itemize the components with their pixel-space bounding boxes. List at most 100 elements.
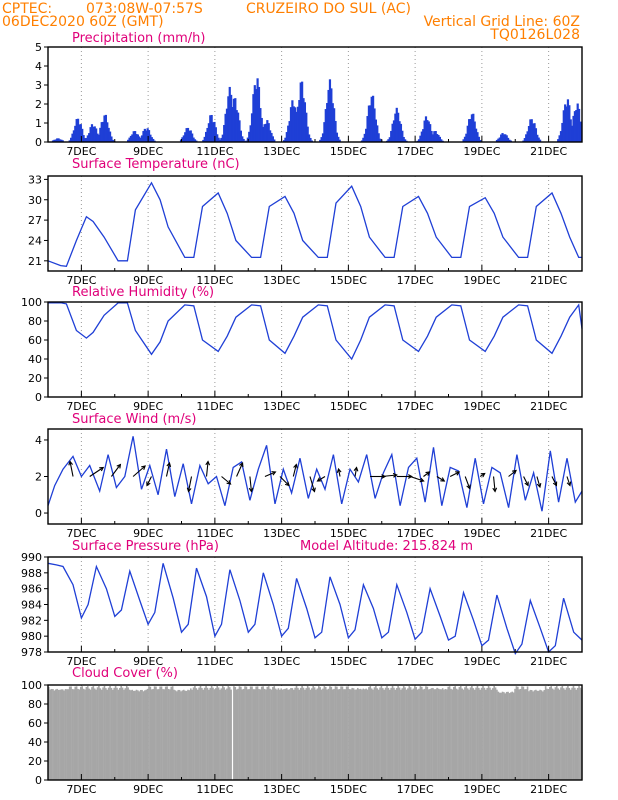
cloud-bar [554, 687, 557, 780]
cloud-bar [344, 689, 347, 780]
precip-bar [500, 134, 503, 142]
precip-bar [533, 123, 536, 142]
precip-bar [189, 130, 192, 142]
precip-bar [378, 138, 382, 142]
cloud-bar [234, 686, 237, 780]
cloud-bar [288, 689, 291, 780]
cloud-bar [174, 690, 177, 780]
cloud-bar [149, 686, 152, 780]
cloud-bar [139, 689, 142, 780]
cloud-bar [393, 687, 395, 780]
cloud-bar [233, 686, 235, 780]
cloud-bar [382, 688, 384, 780]
precip-bar [81, 128, 84, 142]
cloud-bar [259, 689, 262, 780]
y-tick-label: 4 [35, 60, 42, 73]
cloud-bar [202, 689, 205, 780]
cloud-bar [436, 687, 438, 780]
precip-bar [237, 112, 240, 142]
cloud-bar [352, 688, 355, 780]
cloud-bar [457, 689, 459, 780]
precip-bar [262, 126, 265, 142]
wind-arrow [165, 462, 171, 477]
precip-bar [92, 126, 95, 142]
precip-bar [182, 135, 185, 142]
cloud-bar [270, 689, 273, 780]
wind-arrow-head [536, 482, 542, 489]
precip-bar [295, 111, 298, 142]
precip-bar [146, 128, 149, 142]
y-tick-label: 100 [21, 679, 42, 692]
cloud-bar [464, 687, 466, 780]
cloud-bar [432, 687, 434, 780]
cloud-bar [375, 686, 377, 780]
cloud-bar [485, 689, 487, 780]
cloud-bar [356, 687, 359, 780]
cloud-bar [555, 686, 558, 780]
precip-bar [191, 133, 194, 142]
cloud-bar [157, 689, 160, 780]
y-tick-label: 30 [28, 194, 42, 207]
precip-bar [291, 100, 294, 142]
precip-bar [90, 124, 94, 142]
precip-bar [138, 136, 141, 142]
precip-bar [573, 111, 577, 142]
cloud-bar [338, 689, 341, 780]
precip-bar [135, 134, 138, 142]
precip-bar [192, 137, 195, 142]
wind-arrow [89, 467, 104, 477]
cloud-bar [395, 688, 398, 780]
y-tick-label: 80 [28, 698, 42, 711]
x-tick-label: 9DEC [133, 400, 163, 413]
cloud-bar [450, 688, 452, 780]
cloud-bar [102, 687, 104, 780]
cloud-bar [366, 689, 369, 780]
cloud-bar [329, 686, 331, 780]
precip-bar [61, 140, 64, 142]
precip-bar [479, 140, 482, 142]
precip-bar [248, 131, 251, 142]
wind-arrow [354, 467, 358, 477]
cloud-bar [565, 687, 568, 780]
precip-bar [438, 136, 442, 142]
precip-bar [565, 106, 568, 142]
cloud-bar [98, 686, 100, 780]
cloud-bar [420, 686, 423, 780]
y-tick-label: 988 [21, 567, 42, 580]
precip-bar [127, 139, 130, 142]
cloud-bar [447, 686, 450, 780]
x-tick-label: 17DEC [397, 783, 434, 796]
precip-bar [57, 138, 60, 142]
precip-bar [74, 125, 77, 142]
cloud-bar [540, 690, 543, 780]
cloud-bar [369, 686, 372, 780]
x-tick-label: 21DEC [530, 400, 567, 413]
wind-arrow [187, 476, 193, 492]
cloud-bar [383, 689, 386, 780]
cloud-bar [544, 686, 547, 780]
cloud-bar [70, 686, 72, 780]
precip-bar [324, 109, 327, 142]
panel-frame [47, 301, 583, 398]
cloud-bar [504, 693, 507, 780]
precip-bar [534, 128, 538, 142]
precip-bar [239, 130, 242, 142]
precip-bar [508, 139, 511, 142]
cloud-bar [425, 686, 427, 780]
cloud-bar [50, 688, 53, 780]
x-tick-label: 11DEC [196, 527, 233, 540]
cloud-bar [549, 687, 551, 780]
precip-bar [93, 126, 96, 142]
cloud-bar [345, 686, 348, 780]
cloud-bar [269, 688, 271, 780]
cloud-bar [454, 686, 456, 780]
cloud-bar [503, 692, 505, 780]
cloud-bar [437, 688, 440, 780]
cloud-bar [295, 685, 298, 780]
cloud-bar [511, 691, 514, 780]
cloud-bar [134, 690, 136, 780]
cloud-bar [508, 693, 511, 780]
cloud-bar [468, 689, 470, 780]
cloud-bar [377, 689, 380, 780]
cloud-bar [404, 687, 406, 780]
